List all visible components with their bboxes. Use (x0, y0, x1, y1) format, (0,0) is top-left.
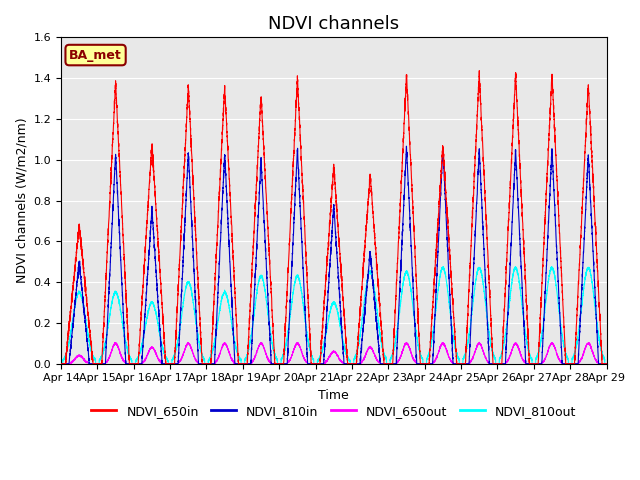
NDVI_810in (57, 361, 65, 367)
Line: NDVI_810in: NDVI_810in (61, 146, 607, 364)
NDVI_810out (409, 303, 417, 309)
NDVI_650in (168, 361, 176, 367)
NDVI_650out (261, 348, 269, 354)
Text: BA_met: BA_met (69, 48, 122, 61)
NDVI_810out (511, 264, 519, 269)
NDVI_810out (174, 338, 182, 344)
NDVI_810in (403, 144, 410, 149)
NDVI_650in (601, 361, 609, 367)
NDVI_650out (57, 361, 65, 367)
NDVI_810out (57, 361, 65, 367)
NDVI_650out (603, 361, 611, 367)
NDVI_810in (174, 361, 182, 367)
NDVI_650in (409, 204, 417, 210)
NDVI_650out (174, 361, 182, 367)
Line: NDVI_650in: NDVI_650in (61, 71, 607, 364)
NDVI_810out (603, 361, 611, 367)
NDVI_650in (261, 175, 269, 180)
Y-axis label: NDVI channels (W/m2/nm): NDVI channels (W/m2/nm) (15, 118, 28, 283)
NDVI_650out (476, 339, 483, 345)
NDVI_810out (261, 288, 269, 294)
NDVI_650in (476, 68, 483, 73)
NDVI_650out (601, 361, 609, 367)
NDVI_810in (168, 361, 176, 367)
NDVI_810out (601, 357, 609, 363)
NDVI_810in (261, 238, 269, 243)
NDVI_650in (486, 308, 494, 314)
NDVI_650out (168, 361, 176, 367)
NDVI_650in (57, 361, 65, 367)
NDVI_650out (486, 361, 494, 367)
NDVI_650in (174, 300, 182, 305)
NDVI_650in (603, 361, 611, 367)
NDVI_810in (409, 283, 417, 288)
NDVI_650out (409, 355, 417, 361)
NDVI_810in (486, 361, 494, 367)
NDVI_810out (486, 338, 494, 344)
Title: NDVI channels: NDVI channels (268, 15, 399, 33)
Line: NDVI_650out: NDVI_650out (61, 342, 607, 364)
X-axis label: Time: Time (318, 389, 349, 402)
NDVI_810in (601, 361, 609, 367)
NDVI_810out (168, 357, 176, 363)
Line: NDVI_810out: NDVI_810out (61, 266, 607, 364)
Legend: NDVI_650in, NDVI_810in, NDVI_650out, NDVI_810out: NDVI_650in, NDVI_810in, NDVI_650out, NDV… (86, 400, 581, 423)
NDVI_810in (603, 361, 611, 367)
